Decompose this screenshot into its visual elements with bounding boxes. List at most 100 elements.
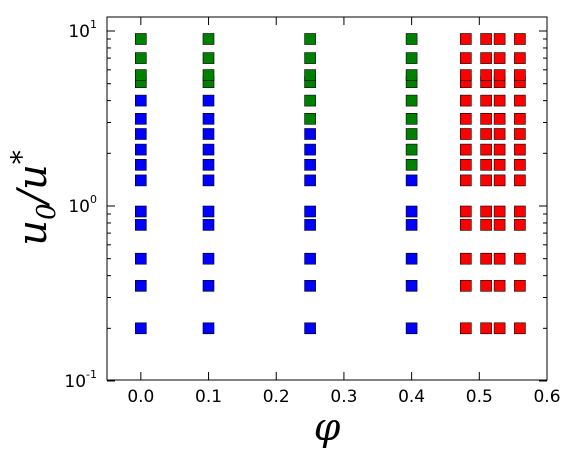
marker-s0-p11	[202, 322, 215, 335]
marker-s2-p13	[459, 52, 472, 64]
marker-s2-p8	[459, 128, 472, 140]
marker-s0-p36	[405, 174, 418, 187]
marker-s2-p49	[514, 205, 526, 218]
marker-s2-p21	[480, 159, 492, 171]
x-tick-label-5: 0.5	[466, 387, 493, 407]
marker-s2-p6	[459, 159, 472, 171]
marker-s0-p23	[304, 279, 316, 292]
marker-s0-p29	[304, 143, 316, 156]
x-axis-label: φ	[314, 405, 341, 449]
marker-s2-p5	[459, 174, 472, 187]
marker-s1-p17	[405, 113, 418, 125]
marker-s1-p15	[405, 143, 418, 156]
marker-s2-p48	[514, 219, 526, 231]
y-tick-label-0: 10-1	[64, 368, 97, 392]
marker-s2-p46	[514, 279, 526, 292]
marker-s0-p5	[135, 174, 147, 187]
marker-s0-p33	[405, 252, 418, 265]
marker-s0-p7	[135, 143, 147, 156]
marker-s2-p39	[493, 113, 506, 125]
x-tick-label-6: 0.6	[533, 387, 560, 407]
marker-s2-p43	[493, 52, 506, 64]
marker-s2-p27	[480, 69, 492, 81]
marker-s2-p10	[459, 94, 472, 107]
marker-s1-p7	[202, 33, 215, 45]
marker-s2-p16	[480, 279, 492, 292]
marker-s2-p53	[514, 128, 526, 140]
marker-s2-p3	[459, 219, 472, 231]
marker-s2-p22	[480, 143, 492, 156]
marker-s2-p14	[459, 33, 472, 45]
marker-s0-p13	[202, 252, 215, 265]
marker-s1-p5	[202, 69, 215, 81]
marker-s1-p2	[135, 52, 147, 64]
marker-s2-p50	[514, 174, 526, 187]
marker-s2-p7	[459, 143, 472, 156]
marker-s2-p25	[480, 94, 492, 107]
plot-frame	[106, 16, 548, 381]
marker-s2-p24	[480, 113, 492, 125]
marker-s2-p54	[514, 113, 526, 125]
marker-s2-p35	[493, 174, 506, 187]
x-tick-label-0: 0.0	[127, 387, 154, 407]
marker-s1-p1	[135, 69, 147, 81]
marker-s0-p27	[304, 174, 316, 187]
marker-s1-p13	[304, 33, 316, 45]
marker-s2-p37	[493, 143, 506, 156]
plot-area	[107, 17, 547, 380]
marker-s1-p16	[405, 128, 418, 140]
marker-s1-p22	[405, 33, 418, 45]
marker-s2-p29	[480, 33, 492, 45]
x-axis-ticks: 0.0 0.1 0.2 0.3 0.4 0.5 0.6	[127, 17, 561, 407]
y-tick-label-1: 100	[68, 193, 97, 217]
marker-s0-p21	[202, 94, 215, 107]
marker-s2-p36	[493, 159, 506, 171]
marker-s2-p57	[514, 69, 526, 81]
marker-s0-p26	[304, 205, 316, 218]
marker-s0-p2	[135, 252, 147, 265]
marker-s1-p20	[405, 69, 418, 81]
marker-s2-p23	[480, 128, 492, 140]
marker-s1-p8	[304, 113, 316, 125]
marker-s0-p25	[304, 219, 316, 231]
marker-s1-p3	[135, 33, 147, 45]
marker-s0-p32	[405, 279, 418, 292]
marker-s2-p20	[480, 174, 492, 187]
marker-s0-p35	[405, 205, 418, 218]
x-tick-label-1: 0.1	[195, 387, 222, 407]
marker-s1-p18	[405, 94, 418, 107]
marker-s2-p58	[514, 52, 526, 64]
marker-s2-p0	[459, 322, 472, 335]
marker-s2-p2	[459, 252, 472, 265]
marker-s1-p21	[405, 52, 418, 64]
marker-s2-p4	[459, 205, 472, 218]
marker-s0-p17	[202, 159, 215, 171]
marker-s2-p32	[493, 252, 506, 265]
marker-s0-p15	[202, 205, 215, 218]
marker-s0-p31	[405, 322, 418, 335]
marker-s0-p3	[135, 219, 147, 231]
marker-s0-p1	[135, 279, 147, 292]
marker-s1-p14	[405, 159, 418, 171]
marker-s0-p34	[405, 219, 418, 231]
marker-s0-p16	[202, 174, 215, 187]
marker-s2-p45	[514, 322, 526, 335]
marker-s0-p19	[202, 128, 215, 140]
svg-text:u0/u*: u0/u*	[5, 150, 62, 246]
data-markers	[135, 33, 526, 335]
y-axis-label-slash: /u	[10, 164, 56, 207]
marker-s2-p9	[459, 113, 472, 125]
marker-s0-p6	[135, 159, 147, 171]
marker-s2-p31	[493, 279, 506, 292]
marker-s2-p38	[493, 128, 506, 140]
marker-s0-p4	[135, 205, 147, 218]
marker-s0-p9	[135, 113, 147, 125]
marker-s2-p17	[480, 252, 492, 265]
marker-s2-p59	[514, 33, 526, 45]
marker-s2-p47	[514, 252, 526, 265]
y-tick-label-2: 101	[68, 18, 97, 42]
marker-s2-p12	[459, 69, 472, 81]
y-axis-label-main: u	[10, 220, 56, 246]
marker-s2-p52	[514, 143, 526, 156]
